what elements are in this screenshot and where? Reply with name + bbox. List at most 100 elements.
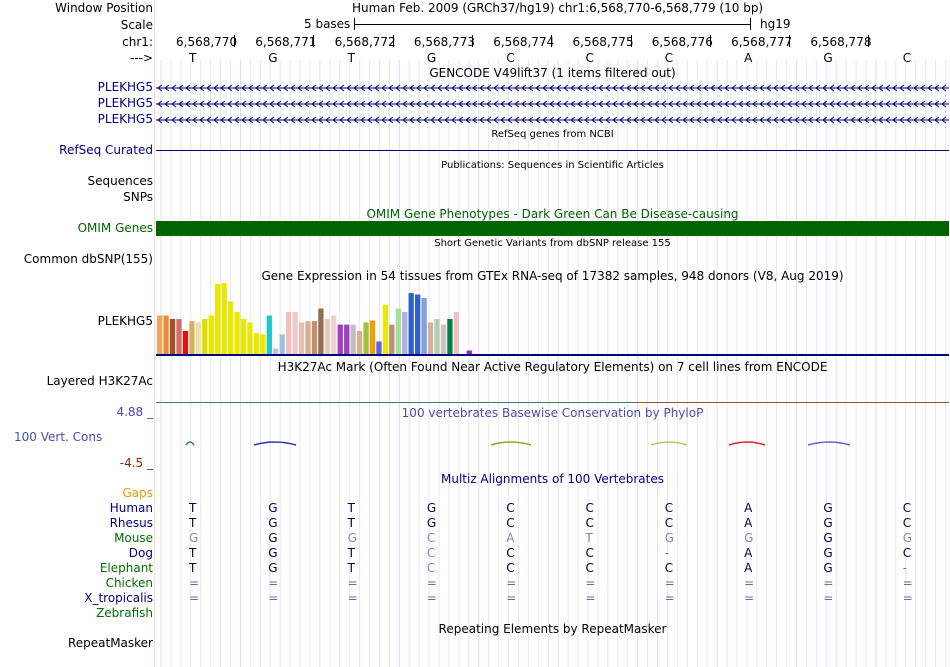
strand-chevron <box>885 100 891 108</box>
species-label[interactable]: Elephant <box>99 561 153 575</box>
repeatmasker-label[interactable]: RepeatMasker <box>67 636 153 650</box>
gencode-item-1[interactable]: PLEKHG5 <box>97 80 153 94</box>
omim-label[interactable]: OMIM Genes <box>77 221 153 235</box>
strand-chevron <box>395 84 401 92</box>
gtex-bar-chart[interactable] <box>156 283 949 357</box>
species-label[interactable]: Chicken <box>105 576 153 590</box>
strand-chevron <box>339 116 345 124</box>
ruler-tick <box>868 35 870 47</box>
strand-chevron <box>255 84 261 92</box>
species-label[interactable]: X_tropicalis <box>84 591 153 605</box>
strand-chevron <box>885 84 891 92</box>
gtex-bar <box>363 322 369 354</box>
strand-chevron <box>570 100 576 108</box>
gencode-gene-lines[interactable] <box>156 82 949 124</box>
strand-chevron <box>332 100 338 108</box>
strand-chevron <box>346 116 352 124</box>
species-label[interactable]: Human <box>109 501 153 515</box>
strand-chevron <box>899 84 905 92</box>
strand-chevron <box>815 100 821 108</box>
species-label[interactable]: Mouse <box>114 531 153 545</box>
strand-chevron <box>178 100 184 108</box>
alignment-base: G <box>268 531 278 545</box>
strand-chevron <box>346 100 352 108</box>
strand-chevron <box>241 100 247 108</box>
strand-chevron <box>591 84 597 92</box>
gencode-item-3[interactable]: PLEKHG5 <box>97 112 153 126</box>
strand-chevron <box>395 116 401 124</box>
strand-chevron <box>423 116 429 124</box>
strand-chevron <box>689 84 695 92</box>
snps-label[interactable]: SNPs <box>123 190 153 204</box>
strand-chevron <box>297 100 303 108</box>
sidebar-separator <box>154 0 155 667</box>
alignment-base: = <box>347 591 358 605</box>
gtex-bar <box>324 319 330 354</box>
strand-chevron <box>752 84 758 92</box>
strand-chevron <box>227 116 233 124</box>
strand-chevron <box>164 84 170 92</box>
strand-chevron <box>171 116 177 124</box>
alignment-base: G <box>823 531 833 545</box>
alignment-base: T <box>347 546 355 560</box>
strand-chevron <box>514 100 520 108</box>
refseq-label[interactable]: RefSeq Curated <box>59 143 153 157</box>
strand-chevron <box>724 100 730 108</box>
strand-chevron <box>178 84 184 92</box>
species-label[interactable]: Rhesus <box>109 516 153 530</box>
strand-chevron <box>857 116 863 124</box>
dbsnp-label[interactable]: Common dbSNP(155) <box>23 252 153 266</box>
strand-chevron <box>626 84 632 92</box>
strand-chevron <box>738 116 744 124</box>
alignment-base: G <box>268 516 278 530</box>
gtex-bar <box>182 330 189 354</box>
strand-chevron <box>696 116 702 124</box>
strand-chevron <box>647 116 653 124</box>
strand-chevron <box>605 100 611 108</box>
alignment-base: = <box>426 576 437 590</box>
strand-chevron <box>878 116 884 124</box>
omim-gene-bar[interactable] <box>156 221 949 236</box>
strand-chevron <box>171 84 177 92</box>
strand-chevron <box>451 100 457 108</box>
strand-chevron <box>353 84 359 92</box>
strand-chevron <box>598 100 604 108</box>
ruler-position: 6,568,772 <box>334 35 396 49</box>
species-label[interactable]: Zebrafish <box>96 606 153 620</box>
strand-chevron <box>360 84 366 92</box>
strand-chevron <box>213 100 219 108</box>
ruler-base: C <box>664 51 674 65</box>
window-position-label: Window Position <box>55 1 153 15</box>
strand-chevron <box>647 84 653 92</box>
strand-chevron <box>360 116 366 124</box>
strand-chevron <box>654 84 660 92</box>
alignment-base: = <box>506 591 517 605</box>
strand-chevron <box>801 100 807 108</box>
strand-chevron <box>486 84 492 92</box>
gtex-label[interactable]: PLEKHG5 <box>97 314 153 328</box>
strand-chevron <box>500 84 506 92</box>
h3k27ac-label[interactable]: Layered H3K27Ac <box>46 374 153 388</box>
refseq-gene-line[interactable] <box>156 150 949 151</box>
strand-chevron <box>829 100 835 108</box>
strand-chevron <box>675 116 681 124</box>
sequences-label[interactable]: Sequences <box>87 174 153 188</box>
species-label[interactable]: Dog <box>128 546 153 560</box>
strand-chevron <box>619 100 625 108</box>
strand-chevron <box>759 84 765 92</box>
strand-chevron <box>787 84 793 92</box>
gencode-item-2[interactable]: PLEKHG5 <box>97 96 153 110</box>
strand-chevron <box>353 116 359 124</box>
alignment-base: T <box>347 501 355 515</box>
strand-chevron <box>157 116 163 124</box>
alignment-base: G <box>347 531 357 545</box>
phylop-signal[interactable] <box>156 436 949 452</box>
strand-chevron <box>822 116 828 124</box>
phylop-label[interactable]: 100 Vert. Cons <box>14 430 103 444</box>
multiz-track-title: Multiz Alignments of 100 Vertebrates <box>440 472 665 486</box>
publications-track-title: Publications: Sequences in Scientific Ar… <box>441 160 664 171</box>
strand-chevron <box>444 116 450 124</box>
strand-chevron <box>500 100 506 108</box>
h3k27ac-signal-left <box>156 402 634 403</box>
